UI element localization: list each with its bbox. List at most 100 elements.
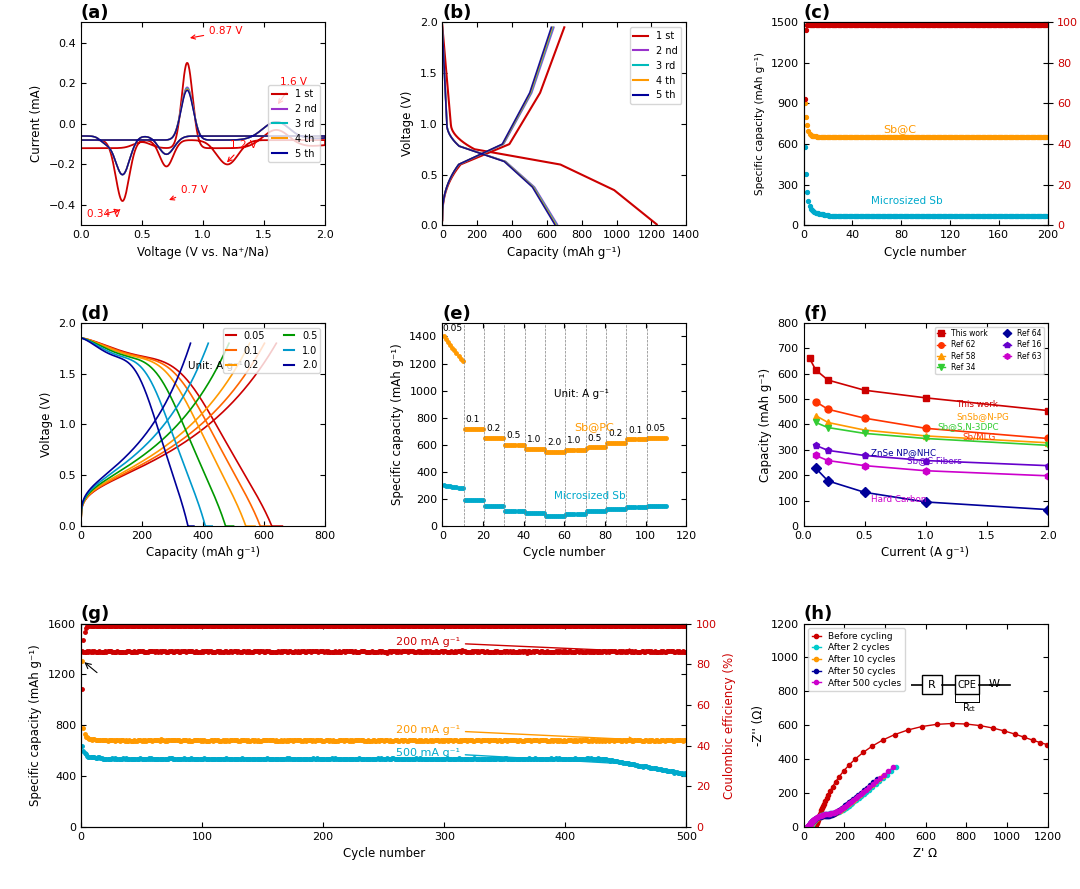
After 2 cycles [813, 811, 826, 821]
Line: Ref 62: Ref 62 [812, 398, 1051, 442]
After 50 cycles [823, 810, 836, 821]
Line: Ref 34: Ref 34 [812, 419, 1051, 449]
Ref 58 [858, 425, 870, 436]
Ref 58 [822, 417, 835, 428]
After 500 cycles [887, 762, 900, 773]
X-axis label: Voltage (V vs. Na⁺/Na): Voltage (V vs. Na⁺/Na) [137, 246, 269, 259]
Y-axis label: Specific capacity (mAh g⁻¹): Specific capacity (mAh g⁻¹) [755, 52, 765, 196]
Text: Microsized Sb: Microsized Sb [870, 196, 942, 205]
Text: 0.1: 0.1 [465, 415, 480, 424]
Line: Ref 58: Ref 58 [812, 412, 1051, 446]
Before cycling [815, 803, 828, 813]
Ref 64 [858, 487, 870, 498]
After 10 cycles [811, 813, 824, 823]
Text: (h): (h) [804, 605, 833, 623]
After 2 cycles [804, 821, 816, 832]
After 50 cycles [801, 821, 814, 832]
This work [809, 364, 822, 375]
Ref 62 [1041, 433, 1054, 444]
Text: (c): (c) [804, 4, 831, 22]
Line: After 50 cycles: After 50 cycles [806, 777, 879, 829]
Ref 58 [809, 411, 822, 421]
This work [919, 393, 932, 404]
Text: (g): (g) [81, 605, 110, 623]
Ref 16 [809, 440, 822, 451]
After 10 cycles [876, 771, 889, 781]
This work [1041, 405, 1054, 416]
X-axis label: Cycle number: Cycle number [342, 847, 424, 861]
After 50 cycles [804, 820, 816, 830]
Legend: This work, Ref 62, Ref 58, Ref 34, Ref 64, Ref 16, Ref 63: This work, Ref 62, Ref 58, Ref 34, Ref 6… [935, 327, 1043, 374]
Text: 1.0: 1.0 [527, 435, 541, 444]
After 2 cycles [873, 776, 886, 787]
Ref 62 [919, 423, 932, 434]
Y-axis label: Current (mA): Current (mA) [30, 85, 43, 163]
Ref 34 [858, 428, 870, 438]
After 500 cycles [811, 812, 824, 822]
X-axis label: Capacity (mAh g⁻¹): Capacity (mAh g⁻¹) [508, 246, 621, 259]
Y-axis label: Coulombic efficiency (%): Coulombic efficiency (%) [723, 652, 735, 798]
After 10 cycles [804, 819, 816, 829]
Y-axis label: Capacity (mAh g⁻¹): Capacity (mAh g⁻¹) [759, 367, 772, 482]
Ref 16 [858, 450, 870, 461]
Text: 1.2 V: 1.2 V [228, 140, 257, 162]
Ref 58 [1041, 437, 1054, 448]
X-axis label: Cycle number: Cycle number [885, 246, 967, 259]
Legend: 0.05, 0.1, 0.2, 0.5, 1.0, 2.0: 0.05, 0.1, 0.2, 0.5, 1.0, 2.0 [224, 328, 321, 373]
Ref 64 [822, 476, 835, 486]
Before cycling [1034, 737, 1047, 748]
After 500 cycles [804, 819, 816, 829]
Ref 16 [919, 455, 932, 466]
Text: Sb/MLG: Sb/MLG [962, 432, 996, 441]
Text: 200 mA g⁻¹: 200 mA g⁻¹ [395, 725, 634, 741]
Text: 0.05: 0.05 [443, 324, 462, 333]
Text: 0.2: 0.2 [608, 429, 622, 438]
X-axis label: Current (A g⁻¹): Current (A g⁻¹) [881, 547, 970, 559]
Text: 0.05: 0.05 [646, 424, 666, 433]
Text: (b): (b) [442, 4, 472, 22]
Text: Hard Carbon: Hard Carbon [870, 495, 926, 504]
Text: 0.5: 0.5 [507, 431, 521, 440]
After 2 cycles [804, 821, 816, 832]
Ref 63 [919, 465, 932, 476]
This work [858, 385, 870, 396]
Line: Ref 64: Ref 64 [812, 465, 1051, 513]
After 2 cycles [890, 762, 903, 773]
After 10 cycles [825, 809, 838, 820]
Ref 64 [919, 497, 932, 508]
Text: 0.2: 0.2 [486, 424, 500, 433]
Ref 63 [809, 450, 822, 461]
X-axis label: Cycle number: Cycle number [523, 547, 606, 559]
Ref 64 [809, 463, 822, 474]
Text: 0.7 V: 0.7 V [171, 185, 208, 200]
Legend: 1 st, 2 nd, 3 rd, 4 th, 5 th: 1 st, 2 nd, 3 rd, 4 th, 5 th [630, 27, 681, 104]
Legend: 1 st, 2 nd, 3 rd, 4 th, 5 th: 1 st, 2 nd, 3 rd, 4 th, 5 th [268, 85, 321, 163]
After 2 cycles [831, 807, 843, 818]
After 10 cycles [802, 821, 815, 832]
Text: 0.34 V: 0.34 V [87, 209, 121, 220]
Text: ZnSe NP@NHC: ZnSe NP@NHC [870, 448, 935, 457]
After 500 cycles [801, 821, 814, 832]
Text: (d): (d) [81, 305, 110, 323]
Ref 34 [1041, 440, 1054, 451]
Text: Sb@S,N-3DPC: Sb@S,N-3DPC [937, 422, 999, 431]
Ref 34 [822, 422, 835, 433]
Line: After 500 cycles: After 500 cycles [806, 765, 895, 829]
After 500 cycles [869, 776, 882, 787]
Text: SnSb@N-PG: SnSb@N-PG [956, 412, 1009, 421]
Y-axis label: Specific capacity (mAh g⁻¹): Specific capacity (mAh g⁻¹) [391, 344, 404, 505]
Ref 62 [809, 396, 822, 407]
Ref 62 [858, 412, 870, 423]
After 50 cycles [870, 774, 883, 785]
Ref 63 [822, 455, 835, 466]
Text: Unit: A g⁻¹: Unit: A g⁻¹ [188, 361, 243, 371]
Text: Sb@PC: Sb@PC [575, 422, 615, 432]
Ref 62 [822, 404, 835, 414]
Ref 64 [1041, 504, 1054, 515]
Before cycling [808, 821, 821, 831]
Ref 34 [919, 433, 932, 444]
Before cycling [808, 821, 821, 832]
Ref 58 [919, 430, 932, 441]
Line: After 10 cycles: After 10 cycles [807, 773, 885, 829]
Before cycling [807, 821, 820, 832]
